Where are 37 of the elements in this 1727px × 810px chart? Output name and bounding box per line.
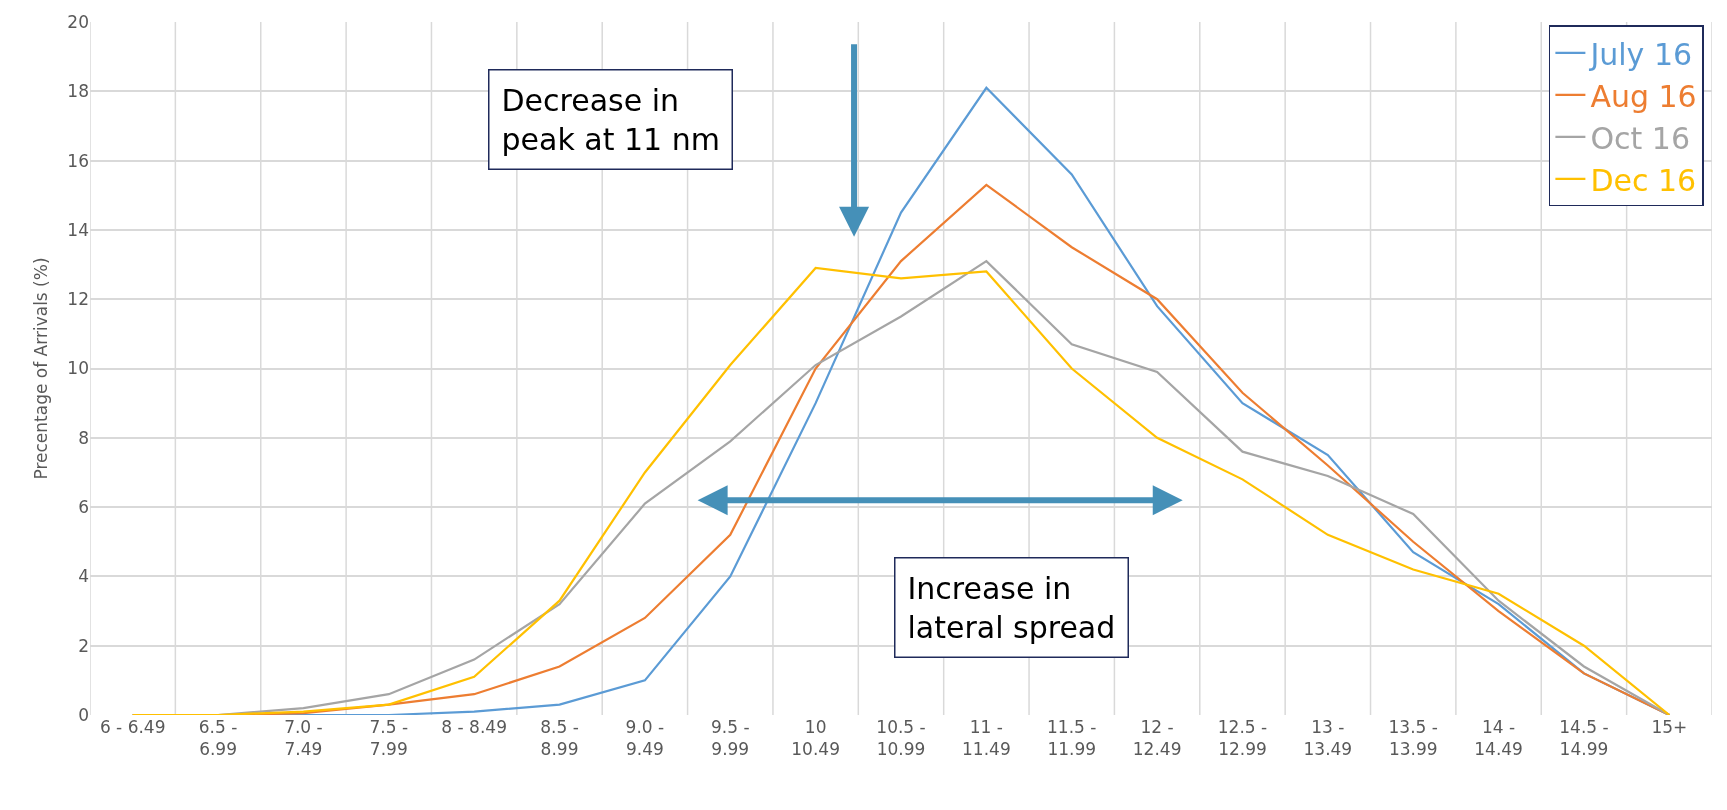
x-tick-label: 15+: [1651, 717, 1688, 737]
y-tick-label: 10: [67, 358, 89, 379]
y-tick-label: 16: [67, 150, 89, 171]
y-tick-label: 4: [78, 566, 89, 587]
x-tick-label: 14 - 14.49: [1474, 717, 1523, 760]
y-tick-label: 14: [67, 219, 89, 240]
y-tick-label: 0: [78, 704, 89, 725]
annotation: Increase in lateral spread: [907, 570, 1116, 645]
x-tick-label: 13 - 13.49: [1303, 717, 1353, 760]
annotation: Decrease in peak at 11 nm: [501, 82, 720, 157]
y-tick-label: 20: [67, 11, 89, 32]
y-tick-label: 12: [67, 289, 89, 310]
x-tick-label: 6 - 6.49: [99, 717, 166, 737]
x-tick-label: 8 - 8.49: [441, 717, 507, 737]
x-tick-label: 10 10.49: [791, 717, 840, 760]
x-tick-label: 14.5 - 14.99: [1559, 717, 1609, 760]
x-tick-label: 6.5 - 6.99: [198, 717, 238, 760]
x-tick-label: 10.5 - 10.99: [876, 717, 926, 760]
y-axis-title: Precentage of Arrivals (%): [30, 257, 51, 480]
y-tick-label: 18: [67, 81, 89, 102]
x-tick-label: 8.5 - 8.99: [540, 717, 579, 760]
x-tick-label: 13.5 - 13.99: [1388, 717, 1438, 760]
x-tick-label: 7.0 - 7.49: [284, 717, 323, 760]
x-tick-label: 9.0 - 9.49: [625, 717, 665, 760]
x-tick-label: 7.5 - 7.99: [369, 717, 409, 760]
legend-label: Aug 16: [1590, 78, 1697, 114]
legend-label: July 16: [1588, 36, 1693, 72]
x-tick-label: 11.5 - 11.99: [1047, 717, 1097, 760]
y-tick-label: 2: [78, 635, 89, 656]
y-tick-label: 8: [78, 427, 89, 448]
x-tick-label: 11 - 11.49: [962, 717, 1011, 760]
y-tick-label: 6: [78, 497, 89, 518]
x-tick-label: 9.5 - 9.99: [710, 717, 750, 760]
legend-label: Oct 16: [1590, 120, 1690, 156]
x-tick-label: 12.5 - 12.99: [1217, 717, 1268, 760]
x-tick-label: 12 - 12.49: [1132, 717, 1182, 760]
legend-label: Dec 16: [1590, 162, 1697, 198]
